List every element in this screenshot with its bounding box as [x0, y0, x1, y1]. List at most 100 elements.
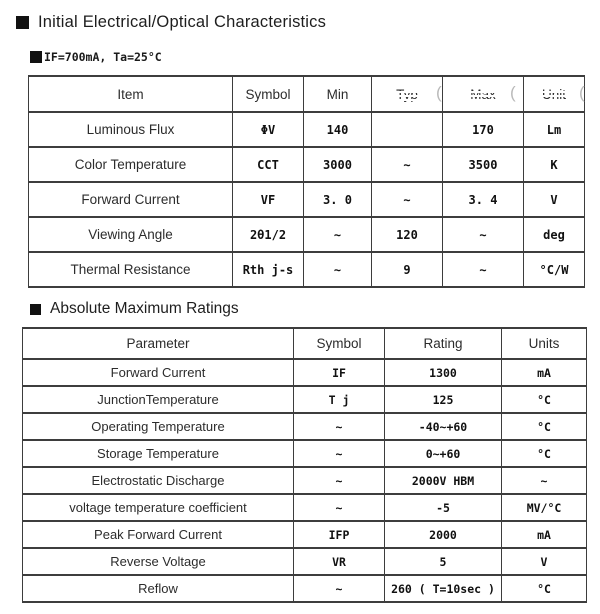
unit-cell: V — [523, 181, 585, 218]
symbol-cell: IF — [293, 358, 385, 387]
characteristics-table: Item Symbol Min Typ Max Unit Luminous Fl… — [28, 75, 585, 288]
symbol-cell: ∼ — [293, 412, 385, 441]
typ-cell — [371, 111, 443, 148]
header-typ: Typ — [371, 75, 443, 113]
table-row: Reflow ∼ 260 ( T=10sec ) °C — [22, 574, 587, 603]
header-unit: Unit — [523, 75, 585, 113]
section-title-text: Initial Electrical/Optical Characteristi… — [38, 13, 327, 31]
min-cell: ∼ — [303, 216, 372, 253]
max-ratings-table: Parameter Symbol Rating Units Forward Cu… — [22, 327, 587, 603]
symbol-cell: ∼ — [293, 439, 385, 468]
rating-cell: -40∼+60 — [384, 412, 502, 441]
table-row: JunctionTemperature T j 125 °C — [22, 385, 587, 414]
rating-cell: 0∼+60 — [384, 439, 502, 468]
scan-artifact: ( — [510, 83, 516, 102]
section-max-ratings-title: Absolute Maximum Ratings — [30, 300, 239, 318]
condition-text: IF=700mA, Ta=25°C — [44, 50, 162, 64]
scan-artifact: ( — [436, 83, 442, 102]
symbol-cell: CCT — [232, 146, 304, 183]
square-bullet-icon — [30, 303, 41, 315]
min-cell: 3. 0 — [303, 181, 372, 218]
table-row: Peak Forward Current IFP 2000 mA — [22, 520, 587, 549]
symbol-cell: ΦV — [232, 111, 304, 148]
units-cell: °C — [501, 385, 587, 414]
units-cell: °C — [501, 439, 587, 468]
symbol-cell: ∼ — [293, 466, 385, 495]
max-cell: ∼ — [442, 216, 524, 253]
header-min: Min — [303, 75, 372, 113]
typ-cell: 120 — [371, 216, 443, 253]
table-row: Color Temperature CCT 3000 ∼ 3500 K — [28, 146, 585, 183]
unit-cell: °C/W — [523, 251, 585, 288]
item-cell: Forward Current — [28, 181, 233, 218]
rating-cell: -5 — [384, 493, 502, 522]
min-cell: 140 — [303, 111, 372, 148]
min-cell: 3000 — [303, 146, 372, 183]
item-cell: Thermal Resistance — [28, 251, 233, 288]
rating-cell: 260 ( T=10sec ) — [384, 574, 502, 603]
rating-cell: 5 — [384, 547, 502, 576]
header-parameter: Parameter — [22, 327, 294, 360]
min-cell: ∼ — [303, 251, 372, 288]
table-row: Forward Current VF 3. 0 ∼ 3. 4 V — [28, 181, 585, 218]
table-row: Forward Current IF 1300 mA — [22, 358, 587, 387]
parameter-cell: Peak Forward Current — [22, 520, 294, 549]
max-cell: 3500 — [442, 146, 524, 183]
section-initial-characteristics-title: Initial Electrical/Optical Characteristi… — [16, 13, 326, 32]
max-cell: 170 — [442, 111, 524, 148]
typ-cell: ∼ — [371, 181, 443, 218]
rating-cell: 1300 — [384, 358, 502, 387]
typ-cell: 9 — [371, 251, 443, 288]
item-cell: Color Temperature — [28, 146, 233, 183]
table-row: Thermal Resistance Rth j-s ∼ 9 ∼ °C/W — [28, 251, 585, 288]
section-title-text: Absolute Maximum Ratings — [50, 300, 239, 317]
square-bullet-icon — [30, 51, 42, 63]
header-symbol: Symbol — [232, 75, 304, 113]
table-header-row: Parameter Symbol Rating Units — [22, 327, 587, 360]
header-symbol: Symbol — [293, 327, 385, 360]
units-cell: mA — [501, 358, 587, 387]
rating-cell: 2000 — [384, 520, 502, 549]
table-row: Reverse Voltage VR 5 V — [22, 547, 587, 576]
units-cell: °C — [501, 574, 587, 603]
table-row: Operating Temperature ∼ -40∼+60 °C — [22, 412, 587, 441]
max-cell: 3. 4 — [442, 181, 524, 218]
header-max: Max — [442, 75, 524, 113]
item-cell: Luminous Flux — [28, 111, 233, 148]
max-cell: ∼ — [442, 251, 524, 288]
symbol-cell: VF — [232, 181, 304, 218]
item-cell: Viewing Angle — [28, 216, 233, 253]
symbol-cell: ∼ — [293, 493, 385, 522]
table-row: voltage temperature coefficient ∼ -5 MV/… — [22, 493, 587, 522]
parameter-cell: Operating Temperature — [22, 412, 294, 441]
symbol-cell: T j — [293, 385, 385, 414]
parameter-cell: Reflow — [22, 574, 294, 603]
square-bullet-icon — [16, 16, 29, 29]
parameter-cell: Forward Current — [22, 358, 294, 387]
units-cell: ∼ — [501, 466, 587, 495]
units-cell: MV/°C — [501, 493, 587, 522]
symbol-cell: Rth j-s — [232, 251, 304, 288]
header-rating: Rating — [384, 327, 502, 360]
table-header-row: Item Symbol Min Typ Max Unit — [28, 75, 585, 113]
typ-cell: ∼ — [371, 146, 443, 183]
units-cell: mA — [501, 520, 587, 549]
unit-cell: K — [523, 146, 585, 183]
units-cell: V — [501, 547, 587, 576]
table-row: Luminous Flux ΦV 140 170 Lm — [28, 111, 585, 148]
unit-cell: deg — [523, 216, 585, 253]
table-row: Viewing Angle 2θ1/2 ∼ 120 ∼ deg — [28, 216, 585, 253]
table-row: Electrostatic Discharge ∼ 2000V HBM ∼ — [22, 466, 587, 495]
units-cell: °C — [501, 412, 587, 441]
rating-cell: 125 — [384, 385, 502, 414]
parameter-cell: voltage temperature coefficient — [22, 493, 294, 522]
parameter-cell: Storage Temperature — [22, 439, 294, 468]
symbol-cell: 2θ1/2 — [232, 216, 304, 253]
table-row: Storage Temperature ∼ 0∼+60 °C — [22, 439, 587, 468]
header-item: Item — [28, 75, 233, 113]
parameter-cell: Electrostatic Discharge — [22, 466, 294, 495]
symbol-cell: IFP — [293, 520, 385, 549]
test-condition-label: IF=700mA, Ta=25°C — [30, 50, 162, 64]
parameter-cell: Reverse Voltage — [22, 547, 294, 576]
